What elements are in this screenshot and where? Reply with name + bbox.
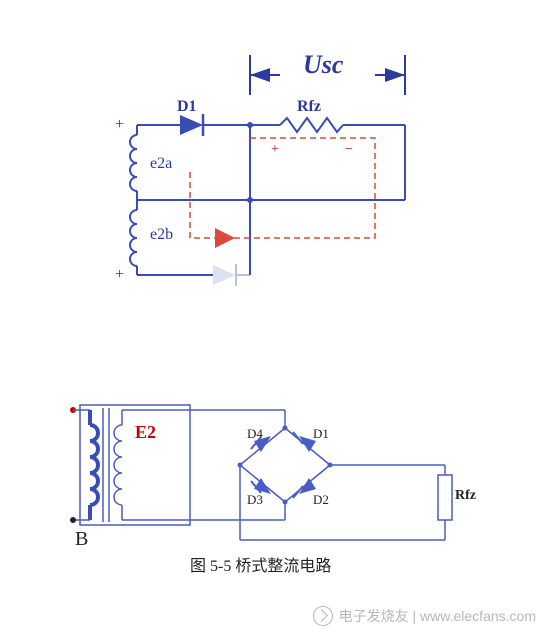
- plus-top: +: [115, 116, 124, 134]
- full-wave-rectifier-circuit: Usc D1 Rfz e2a e2b + + + −: [85, 30, 445, 310]
- e2a-label: e2a: [150, 155, 172, 173]
- plus-cap: +: [271, 142, 279, 158]
- e2b-label: e2b: [150, 226, 173, 244]
- e2-label: E2: [135, 422, 156, 443]
- usc-label: Usc: [303, 50, 343, 80]
- rfz-label-b: Rfz: [455, 488, 476, 504]
- rfz-label-top: Rfz: [297, 98, 321, 116]
- plus-bottom: +: [115, 266, 124, 284]
- watermark-icon: [313, 606, 333, 626]
- d3-label: D3: [247, 492, 263, 508]
- d1-label: D1: [177, 98, 197, 116]
- minus-cap: −: [345, 142, 353, 158]
- top-circuit-svg: [85, 30, 445, 310]
- d1-label-b: D1: [313, 426, 329, 442]
- watermark-text: 电子发烧友 | www.elecfans.com: [339, 606, 536, 626]
- watermark: 电子发烧友 | www.elecfans.com: [313, 606, 536, 626]
- bridge-rectifier-circuit: E2 D4 D1 D3 D2 Rfz B 图 5-5 桥式整流电路: [55, 380, 505, 600]
- caption: 图 5-5 桥式整流电路: [190, 552, 331, 576]
- d4-label: D4: [247, 426, 263, 442]
- d2-label: D2: [313, 492, 329, 508]
- b-label: B: [75, 528, 88, 551]
